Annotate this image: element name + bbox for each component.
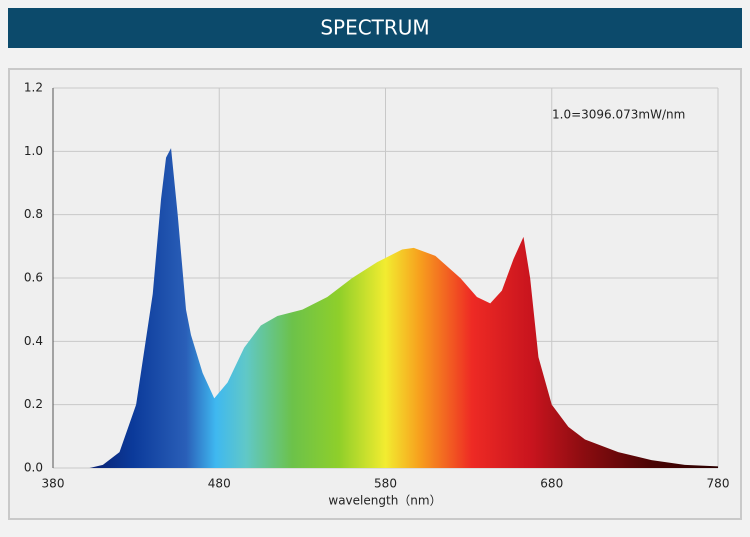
x-tick-label: 480	[208, 477, 231, 491]
y-tick-label: 1.0	[24, 144, 43, 158]
y-tick-label: 0.2	[24, 397, 43, 411]
x-tick-label: 780	[707, 477, 730, 491]
x-tick-label: 680	[540, 477, 563, 491]
y-tick-label: 0.4	[24, 334, 43, 348]
x-tick-label: 380	[42, 477, 65, 491]
x-axis-label: wavelength（nm）	[328, 494, 441, 508]
y-tick-label: 0.0	[24, 461, 43, 475]
spectrum-area	[89, 148, 718, 468]
header-title: SPECTRUM	[320, 16, 429, 40]
y-tick-label: 1.2	[24, 81, 43, 95]
header-bar	[8, 8, 742, 48]
y-tick-label: 0.6	[24, 271, 43, 285]
annotation: 1.0=3096.073mW/nm	[552, 108, 685, 122]
x-tick-label: 580	[374, 477, 397, 491]
y-tick-label: 0.8	[24, 207, 43, 221]
